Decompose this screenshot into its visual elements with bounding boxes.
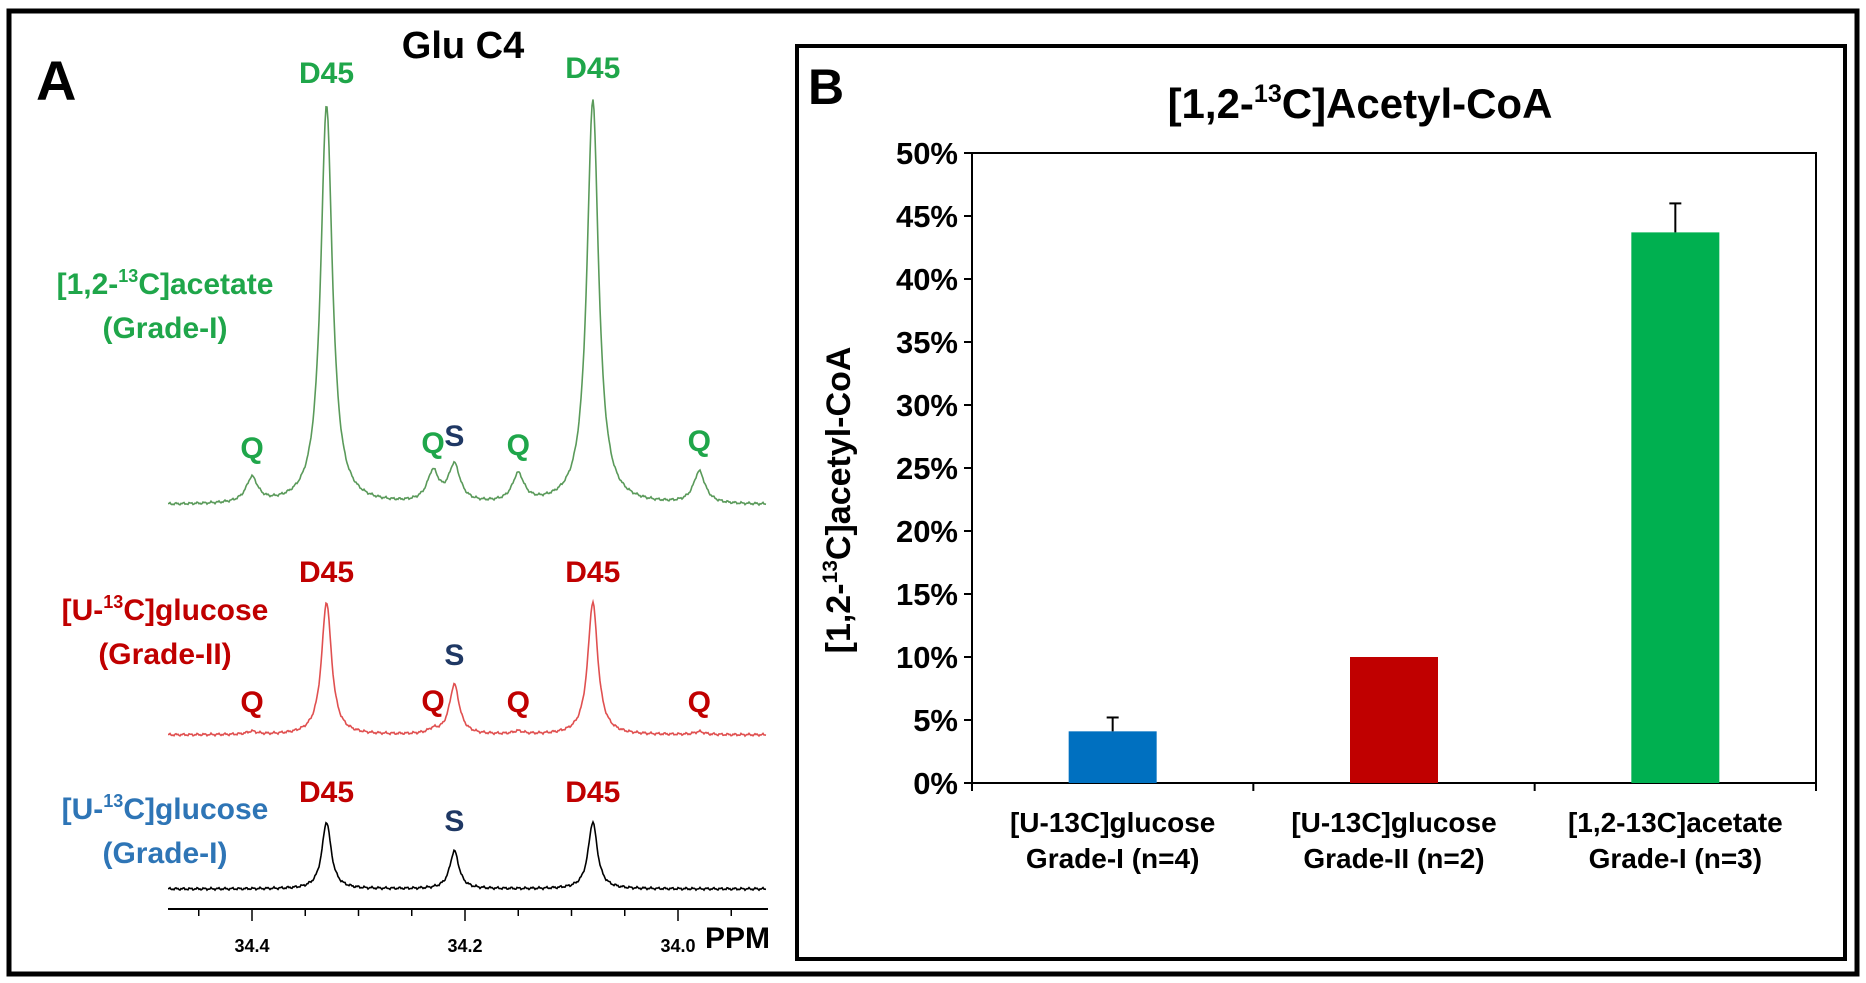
peak-label: Q — [240, 432, 263, 465]
peak-label: D45 — [565, 776, 620, 809]
peak-label: S — [444, 420, 464, 453]
spectrum-label-line2: (Grade-II) — [98, 638, 231, 671]
spectrum-3: D45 S D45 — [168, 776, 767, 892]
ppm-tick-label: 34.2 — [447, 936, 482, 956]
x-category-label-line1: [1,2-13C]acetate — [1568, 807, 1783, 838]
peak-label: S — [444, 805, 464, 838]
bar — [1068, 731, 1157, 783]
spectrum-label-line1: [U-13C]glucose — [62, 791, 269, 826]
ppm-tick-label: 34.4 — [234, 936, 269, 956]
bars — [1068, 202, 1720, 783]
ppm-ticks: 34.4 34.2 34.0 — [198, 909, 732, 956]
spectrum-line — [168, 819, 767, 892]
peak-label: Q — [240, 686, 263, 719]
panel-a-letter: A — [36, 49, 76, 112]
y-tick-label: 15% — [896, 577, 958, 612]
y-tick-label: 30% — [896, 388, 958, 423]
chart-title: [1,2-13C]Acetyl-CoA — [1168, 80, 1553, 127]
peak-label: D45 — [565, 556, 620, 589]
panel-b: B [1,2-13C]Acetyl-CoA [1,2-13C]acetyl-Co… — [795, 44, 1847, 961]
spectrum-line — [168, 598, 767, 738]
x-category-label-line1: [U-13C]glucose — [1010, 807, 1215, 838]
x-category-label-line2: Grade-II (n=2) — [1303, 843, 1484, 874]
peak-label: D45 — [299, 556, 354, 589]
y-tick-label: 35% — [896, 325, 958, 360]
bar — [1350, 657, 1438, 783]
y-axis-label-prefix: [1,2- — [820, 583, 858, 653]
y-tick-label: 40% — [896, 262, 958, 297]
x-category-label-line2: Grade-I (n=4) — [1026, 843, 1199, 874]
x-category-label-line2: Grade-I (n=3) — [1589, 843, 1762, 874]
peak-label: Q — [507, 429, 530, 462]
spectrum-label-line2: (Grade-I) — [102, 312, 227, 345]
x-category-label-line1: [U-13C]glucose — [1291, 807, 1496, 838]
ppm-tick-label: 34.0 — [660, 936, 695, 956]
peak-label: D45 — [299, 776, 354, 809]
peak-label: Q — [421, 685, 444, 718]
y-ticks: 0% 5% 10% 15% 20% 25% 30% 35% 40% 45% 50% — [896, 136, 972, 801]
y-tick-label: 20% — [896, 514, 958, 549]
spectrum-label-line2: (Grade-I) — [102, 837, 227, 870]
spectrum-line — [167, 99, 767, 507]
y-axis-label-suffix: C]acetyl-CoA — [820, 347, 858, 560]
peak-label: Q — [688, 686, 711, 719]
y-tick-label: 45% — [896, 199, 958, 234]
panel-b-letter: B — [808, 59, 844, 115]
y-tick-label: 50% — [896, 136, 958, 171]
spectrum-labels: [1,2-13C]acetate (Grade-I) [U-13C]glucose (… — [57, 266, 274, 870]
peak-label: D45 — [299, 57, 354, 90]
chart-title-prefix: [1,2- — [1168, 80, 1254, 127]
chart-title-suffix: C]Acetyl-CoA — [1282, 80, 1553, 127]
spectrum-label-line1: [1,2-13C]acetate — [57, 266, 274, 301]
panel-a-title: Glu C4 — [402, 25, 524, 67]
y-tick-label: 0% — [913, 766, 958, 801]
peak-label: D45 — [565, 52, 620, 85]
chart-title-sup: 13 — [1254, 80, 1282, 108]
y-tick-label: 25% — [896, 451, 958, 486]
peak-label: Q — [507, 686, 530, 719]
peak-label: S — [444, 639, 464, 672]
bar — [1631, 232, 1720, 783]
peak-label: Q — [688, 425, 711, 458]
y-tick-label: 5% — [913, 703, 958, 738]
x-ticks: [U-13C]glucose Grade-I (n=4) [U-13C]glucos… — [971, 783, 1817, 874]
y-tick-label: 10% — [896, 640, 958, 675]
y-axis-label: [1,2-13C]acetyl-CoA — [819, 347, 858, 654]
ppm-axis-label: PPM — [705, 922, 770, 955]
spectrum-label-line1: [U-13C]glucose — [62, 592, 269, 627]
peak-label: Q — [421, 427, 444, 460]
y-axis-label-sup: 13 — [819, 560, 842, 583]
